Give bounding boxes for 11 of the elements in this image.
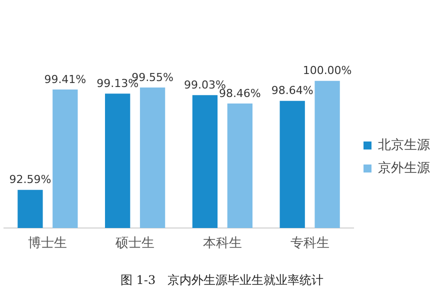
data-label: 99.41% — [44, 72, 86, 86]
text: 图 1-3 京内外生源毕业生就业率统计 — [120, 272, 324, 287]
x-tick-label: 硕士生 — [114, 236, 155, 252]
x-tick-label: 博士生 — [28, 236, 68, 252]
data-label: 100.00% — [302, 64, 352, 78]
legend-label: 京外生源 — [378, 160, 430, 176]
x-tick-label: 本科生 — [202, 236, 242, 252]
data-label: 98.64% — [271, 84, 314, 98]
data-label: 92.59% — [9, 173, 52, 186]
x-tick-label: 专科生 — [290, 236, 330, 252]
legend-label: 北京生源 — [378, 138, 430, 153]
